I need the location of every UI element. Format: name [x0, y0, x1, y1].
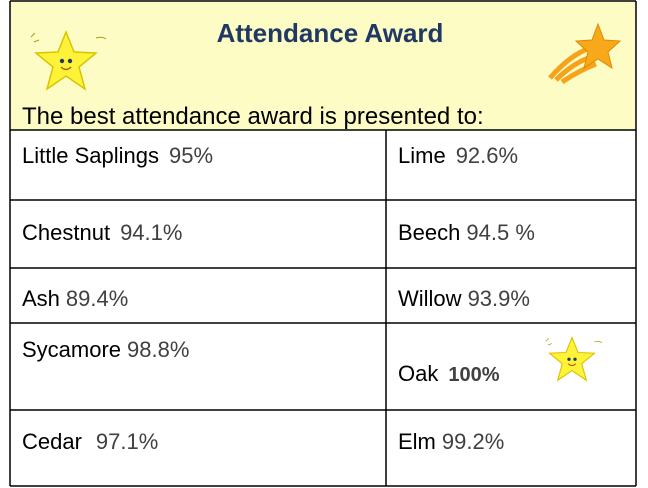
class-name: Ash	[22, 286, 60, 311]
cell: Chestnut 94.1%	[22, 220, 182, 245]
award-sheet: Attendance Award The best attendance awa…	[0, 0, 648, 488]
class-name: Cedar	[22, 429, 82, 454]
class-name: Oak	[398, 361, 439, 386]
oak-star	[546, 338, 602, 381]
class-name: Sycamore	[22, 337, 121, 362]
title: Attendance Award	[217, 18, 444, 48]
class-name: Elm	[398, 429, 436, 454]
class-name: Little Saplings	[22, 143, 159, 168]
attendance: 94.1%	[120, 220, 182, 245]
attendance: 98.8%	[127, 337, 189, 362]
attendance: 89.4%	[66, 286, 128, 311]
class-name: Willow	[398, 286, 462, 311]
class-name: Chestnut	[22, 220, 110, 245]
class-name: Lime	[398, 143, 446, 168]
attendance: 99.2%	[442, 429, 504, 454]
cell: Cedar 97.1%	[22, 429, 158, 454]
attendance: 95%	[169, 143, 213, 168]
cell: Oak 100%	[398, 361, 500, 386]
cell: Little Saplings 95%	[22, 143, 213, 168]
attendance: 100%	[448, 364, 499, 386]
subtitle: The best attendance award is presented t…	[22, 103, 484, 130]
cell: Lime 92.6%	[398, 143, 518, 168]
attendance: 93.9%	[468, 286, 530, 311]
attendance: 97.1%	[96, 429, 158, 454]
attendance: 94.5 %	[466, 220, 535, 245]
attendance: 92.6%	[456, 143, 518, 168]
page: {"header": {"title": "Attendance Award",…	[0, 0, 648, 488]
class-name: Beech	[398, 220, 460, 245]
